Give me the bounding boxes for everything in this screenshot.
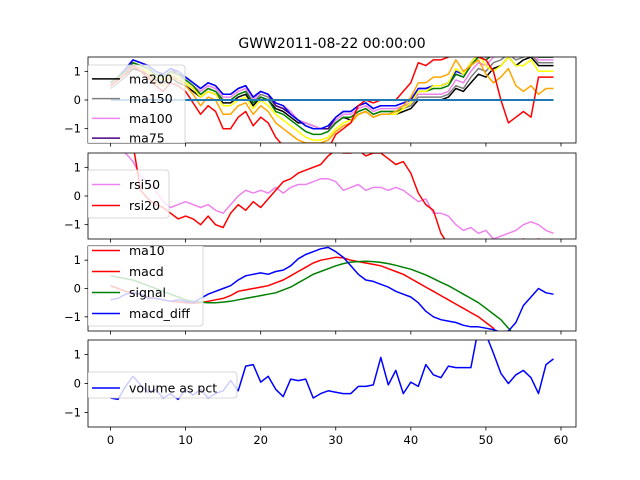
series-line-rsi50 [123, 153, 554, 239]
y-tick-label: 1 [74, 64, 81, 78]
y-tick-label: 1 [74, 160, 81, 174]
y-tick-label: 1 [74, 348, 81, 362]
legend-label: ma10 [129, 243, 165, 258]
y-tick-label: −1 [64, 406, 81, 420]
legend-3: ma10 macd signal macd_diff [88, 243, 204, 327]
x-tick-label: 60 [554, 433, 569, 447]
subplot-2: −1 0 1 rsi50 rsi20 [64, 152, 577, 243]
y-tick-label: −1 [64, 310, 81, 324]
subplot-1: −1 0 1 ma200 ma150 ma100 ma75 [64, 56, 577, 147]
x-tick-label: 40 [404, 433, 419, 447]
y-tick-label: 0 [74, 282, 81, 296]
subplot-3: −1 0 1 ma10 macd signal macd_diff [64, 243, 577, 335]
y-tick-label: 0 [74, 93, 81, 107]
legend-box [88, 246, 204, 327]
legend-box [88, 371, 238, 399]
x-tick-label: 10 [178, 433, 193, 447]
legend-label: rsi20 [129, 198, 160, 213]
legend-label: volume as pct [129, 381, 217, 396]
x-tick-label: 0 [107, 433, 114, 447]
plot-area-2 [123, 153, 554, 239]
legend-label: macd [129, 264, 164, 279]
x-tick-label: 50 [479, 433, 494, 447]
legend-label: ma200 [129, 71, 173, 86]
chart-title: GWW2011-08-22 00:00:00 [238, 36, 425, 52]
y-tick-label: 0 [74, 189, 81, 203]
legend-label: rsi50 [129, 177, 160, 192]
legend-2: rsi50 rsi20 [88, 169, 170, 219]
legend-label: macd_diff [129, 306, 190, 321]
legend-label: signal [129, 285, 166, 300]
x-tick-label: 20 [253, 433, 268, 447]
legend-1: ma200 ma150 ma100 ma75 [88, 64, 186, 146]
legend-label: ma75 [129, 131, 165, 146]
subplot-stack: −101ma200ma150ma100ma75−101rsi50rsi20−10… [64, 56, 577, 447]
legend-label: ma100 [129, 111, 173, 126]
y-tick-label: 1 [74, 253, 81, 267]
series-line-rsi20 [133, 153, 541, 239]
y-tick-label: −1 [64, 218, 81, 232]
legend-label: ma150 [129, 91, 173, 106]
legend-4: volume as pct [88, 371, 238, 399]
y-tick-label: −1 [64, 122, 81, 136]
y-tick-label: 0 [74, 377, 81, 391]
x-tick-label: 30 [328, 433, 343, 447]
legend-box [88, 64, 186, 143]
